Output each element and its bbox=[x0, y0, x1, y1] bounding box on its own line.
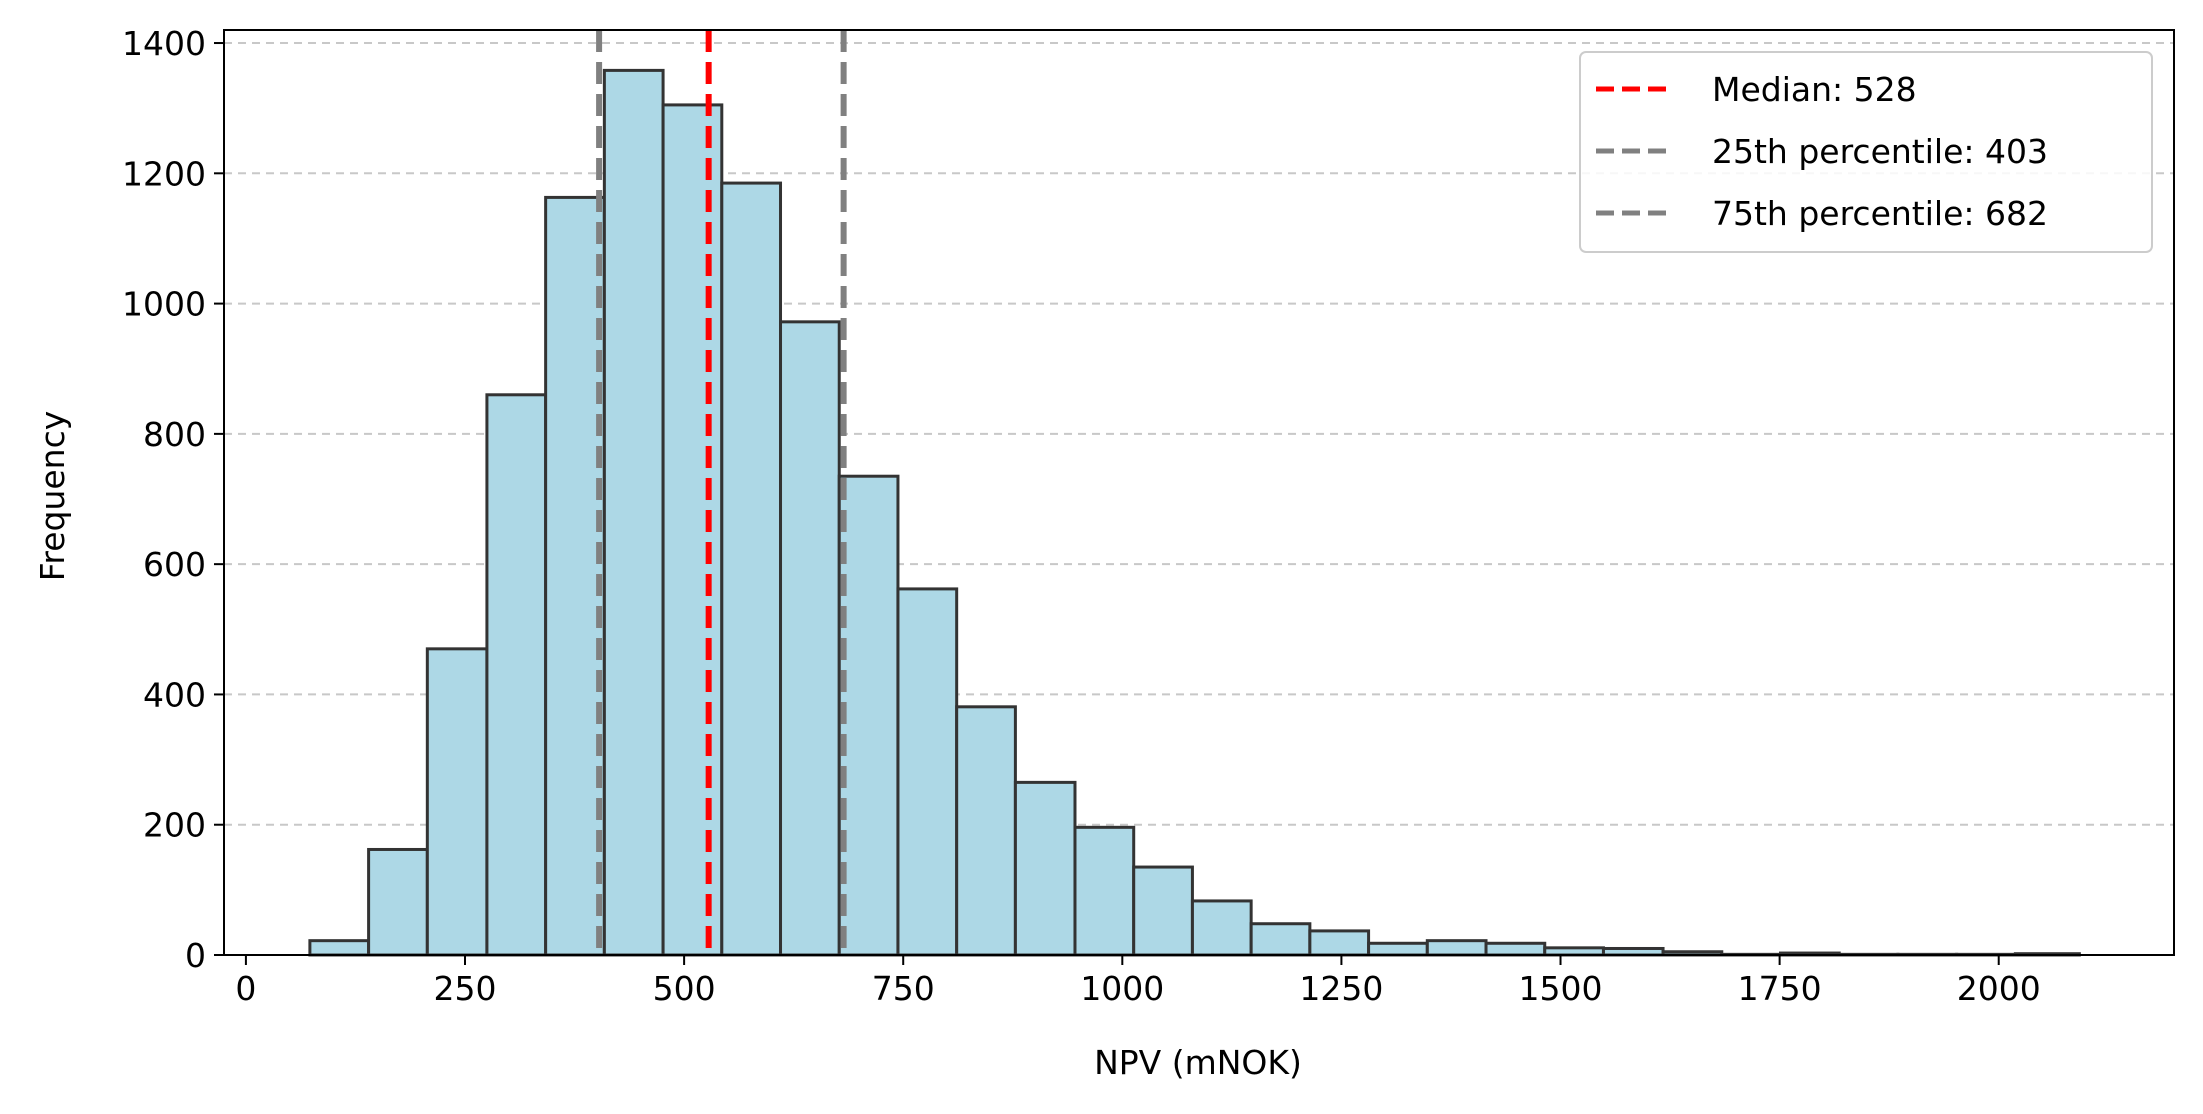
x-tick-label: 0 bbox=[235, 969, 256, 1008]
histogram-bar bbox=[1132, 865, 1194, 957]
histogram-bar bbox=[779, 320, 841, 957]
histogram-bar bbox=[1249, 922, 1312, 957]
y-tick-label: 1000 bbox=[122, 285, 206, 324]
histogram-bar bbox=[1543, 946, 1605, 957]
histogram-bar bbox=[837, 474, 900, 957]
histogram-bar bbox=[955, 705, 1017, 957]
histogram-bar bbox=[1073, 825, 1136, 957]
legend-label-p75: 75th percentile: 682 bbox=[1712, 194, 2048, 233]
histogram-bar bbox=[1308, 929, 1371, 957]
legend-label-median: Median: 528 bbox=[1712, 70, 1917, 109]
histogram-bars bbox=[308, 68, 2081, 957]
x-tick-label: 1500 bbox=[1519, 969, 1603, 1008]
legend-box bbox=[1579, 51, 2153, 253]
x-tick-label: 2000 bbox=[1957, 969, 2041, 1008]
histogram-bar bbox=[1484, 941, 1547, 957]
legend: Median: 528 25th percentile: 403 75th pe… bbox=[1579, 51, 2153, 253]
y-tick-label: 200 bbox=[143, 806, 206, 845]
y-axis: 0 200 400 600 800 1000 1200 1400 bbox=[122, 24, 224, 975]
x-axis: 0 250 500 750 1000 1250 1500 1750 2000 bbox=[235, 955, 2041, 1008]
histogram-bar bbox=[425, 647, 489, 957]
histogram-bar bbox=[720, 181, 783, 957]
x-tick-label: 250 bbox=[434, 969, 497, 1008]
x-axis-label: NPV (mNOK) bbox=[1094, 1043, 1302, 1082]
histogram-bar bbox=[1013, 780, 1077, 957]
y-axis-label: Frequency bbox=[33, 411, 72, 581]
y-tick-label: 1400 bbox=[122, 24, 206, 63]
y-tick-label: 800 bbox=[143, 415, 206, 454]
histogram-bar bbox=[485, 393, 548, 957]
y-tick-label: 600 bbox=[143, 545, 206, 584]
x-tick-label: 1000 bbox=[1080, 969, 1164, 1008]
histogram-bar bbox=[544, 195, 606, 957]
histogram-bar bbox=[308, 939, 371, 957]
y-tick-label: 1200 bbox=[122, 154, 206, 193]
histogram-bar bbox=[896, 587, 959, 957]
x-tick-label: 1250 bbox=[1299, 969, 1383, 1008]
plot-frame bbox=[223, 29, 2175, 956]
x-tick-label: 750 bbox=[872, 969, 935, 1008]
reference-lines bbox=[596, 30, 847, 955]
histogram-bar bbox=[602, 68, 665, 957]
y-tick-label: 400 bbox=[143, 675, 206, 714]
histogram-bar bbox=[661, 103, 724, 957]
y-tick-label: 0 bbox=[185, 936, 206, 975]
legend-label-p25: 25th percentile: 403 bbox=[1712, 132, 2048, 171]
x-tick-label: 500 bbox=[653, 969, 716, 1008]
histogram-bar bbox=[367, 847, 429, 957]
histogram-bar bbox=[1367, 941, 1429, 957]
histogram-bar bbox=[1190, 899, 1253, 957]
x-tick-label: 1750 bbox=[1738, 969, 1822, 1008]
histogram-bar bbox=[1425, 939, 1488, 957]
